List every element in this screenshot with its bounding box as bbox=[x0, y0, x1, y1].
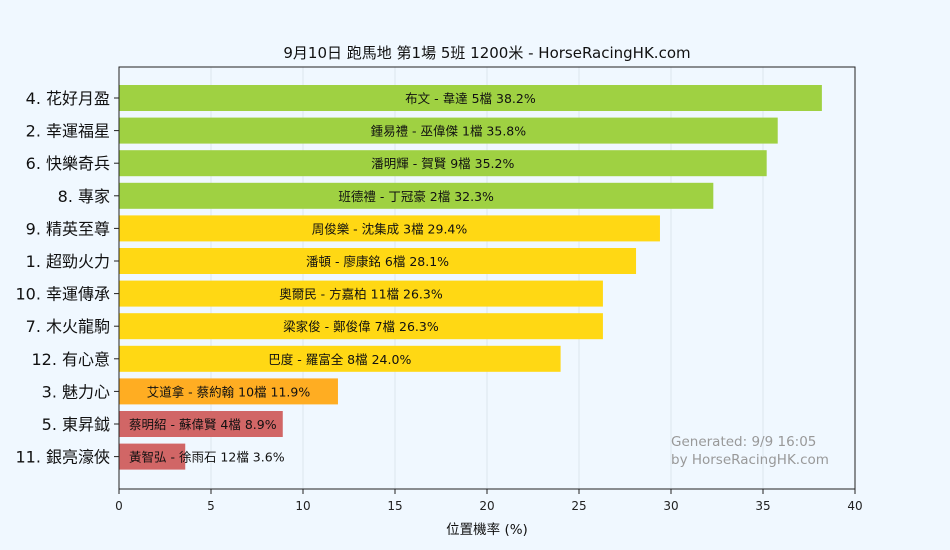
bar bbox=[119, 248, 637, 274]
x-tick-label: 40 bbox=[847, 499, 862, 513]
bar bbox=[119, 443, 186, 470]
x-tick-label: 30 bbox=[663, 499, 678, 513]
bar bbox=[119, 345, 561, 372]
bar-data-label: 蔡明紹 - 蘇偉賢 4檔 8.9% bbox=[129, 417, 277, 432]
bar-data-label: 潘明輝 - 賀賢 9檔 35.2% bbox=[371, 156, 514, 171]
category-label: 1. 超勁火力 bbox=[26, 252, 110, 271]
category-label: 7. 木火龍駒 bbox=[26, 317, 110, 336]
category-label: 11. 銀亮濠俠 bbox=[15, 448, 110, 467]
bar-data-label: 黃智弘 - 徐雨石 12檔 3.6% bbox=[129, 450, 285, 465]
bar-data-label: 梁家俊 - 鄭俊偉 7檔 26.3% bbox=[283, 319, 439, 334]
x-tick-label: 0 bbox=[115, 499, 123, 513]
x-tick-label: 10 bbox=[295, 499, 310, 513]
x-tick-label: 15 bbox=[387, 499, 402, 513]
y-axis-categories: 4. 花好月盈 2. 幸運福星 6. 快樂奇兵 8. 專家 9. 精英至尊 1. 超勁火力… bbox=[15, 89, 119, 467]
generated-annotation-line-2: by HorseRacingHK.com bbox=[671, 452, 829, 468]
category-label: 8. 專家 bbox=[58, 187, 110, 206]
bar-data-label: 布文 - 韋達 5檔 38.2% bbox=[405, 91, 536, 106]
category-label: 4. 花好月盈 bbox=[26, 89, 110, 108]
bar-data-label: 潘頓 - 廖康銘 6檔 28.1% bbox=[306, 254, 449, 269]
x-tick-label: 25 bbox=[571, 499, 586, 513]
x-axis-label: 位置機率 (%) bbox=[446, 521, 528, 538]
bar bbox=[119, 280, 603, 307]
x-tick-label: 35 bbox=[755, 499, 770, 513]
category-label: 9. 精英至尊 bbox=[26, 219, 110, 238]
bar bbox=[119, 150, 767, 177]
bar bbox=[119, 378, 338, 405]
bar bbox=[119, 85, 822, 111]
bar bbox=[119, 182, 714, 209]
bar-data-label: 鍾易禮 - 巫偉傑 1檔 35.8% bbox=[371, 124, 527, 139]
generated-annotation-line-1: Generated: 9/9 16:05 bbox=[671, 434, 816, 450]
category-label: 6. 快樂奇兵 bbox=[26, 154, 110, 173]
bar-data-label: 巴度 - 羅富全 8檔 24.0% bbox=[268, 352, 411, 367]
bar bbox=[119, 313, 603, 340]
bar-data-label: 周俊樂 - 沈集成 3檔 29.4% bbox=[312, 221, 468, 236]
chart-title: 9月10日 跑馬地 第1場 5班 1200米 - HorseRacingHK.c… bbox=[283, 44, 690, 62]
category-label: 12. 有心意 bbox=[31, 350, 110, 369]
category-label: 5. 東昇鉞 bbox=[42, 415, 110, 434]
bar-data-label: 奧爾民 - 方嘉柏 11檔 26.3% bbox=[279, 287, 443, 302]
bar-data-label: 艾道拿 - 蔡約翰 10檔 11.9% bbox=[147, 384, 311, 399]
category-label: 2. 幸運福星 bbox=[26, 122, 110, 141]
x-tick-label: 20 bbox=[479, 499, 494, 513]
bar bbox=[119, 411, 283, 437]
category-label: 10. 幸運傳承 bbox=[15, 285, 110, 304]
bar bbox=[119, 215, 660, 242]
bars: 布文 - 韋達 5檔 38.2% 鍾易禮 - 巫偉傑 1檔 35.8% 潘明輝 - … bbox=[119, 85, 822, 470]
x-axis: 0 5 10 15 20 25 30 35 40 bbox=[115, 489, 863, 513]
bar-data-label: 班德禮 - 丁冠豪 2檔 32.3% bbox=[338, 189, 494, 204]
category-label: 3. 魅力心 bbox=[42, 382, 110, 401]
bar bbox=[119, 117, 778, 144]
x-tick-label: 5 bbox=[207, 499, 215, 513]
